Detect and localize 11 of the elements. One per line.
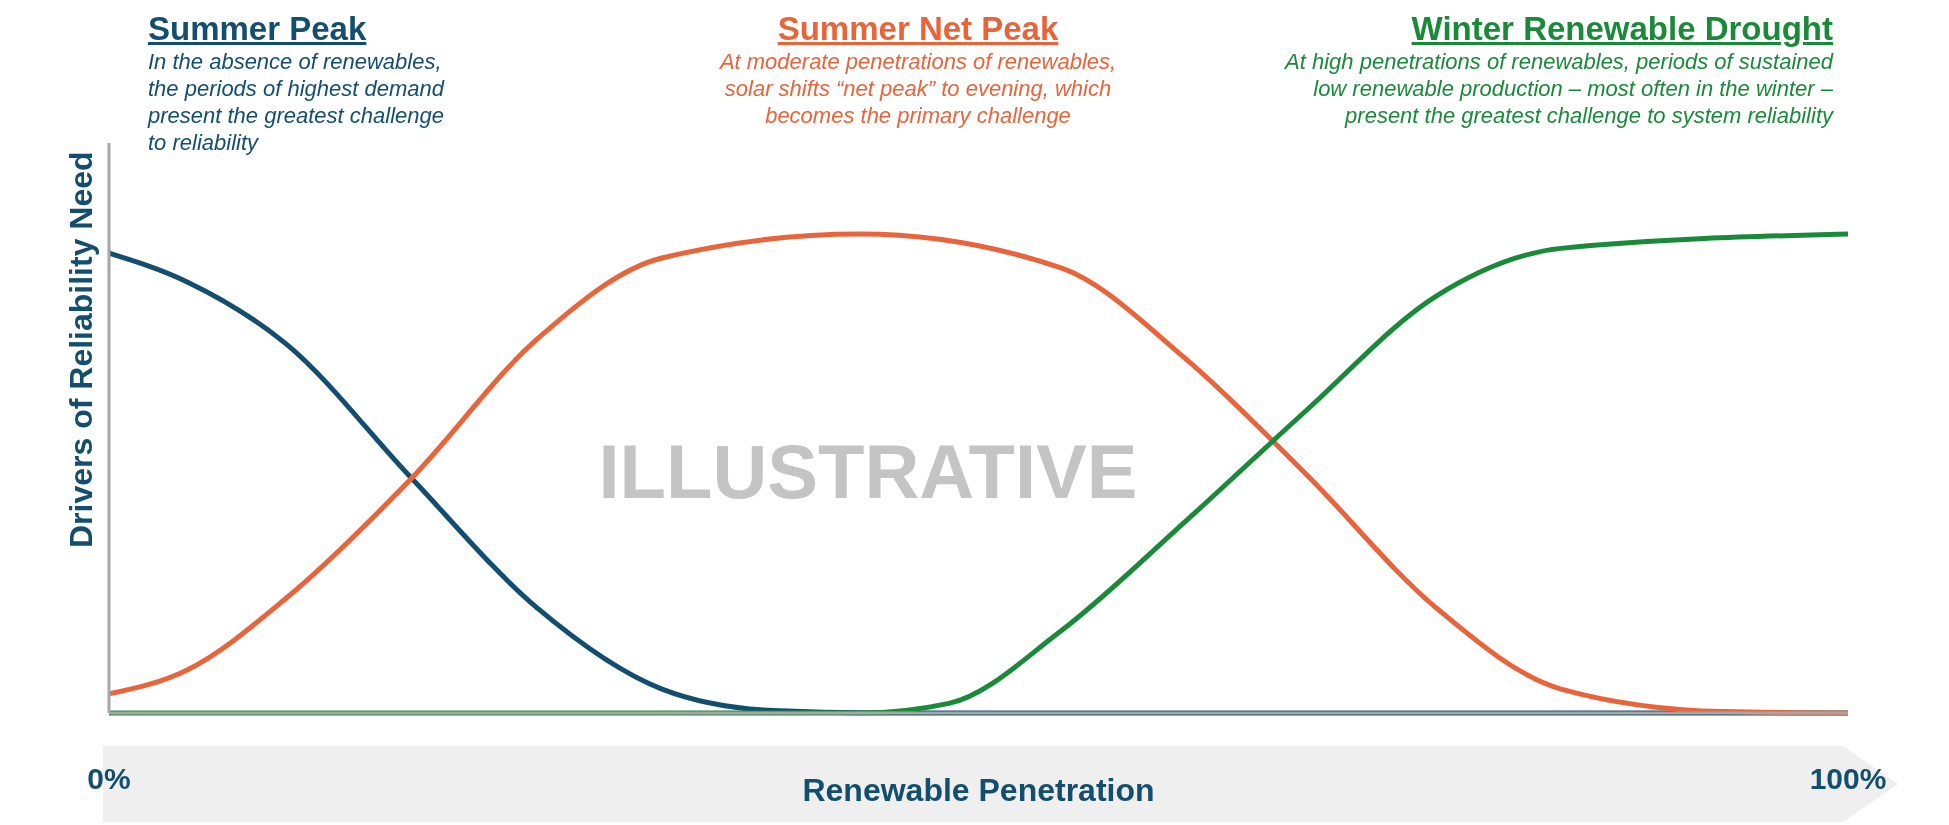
text: At high penetrations of renewables, periods of sustained low renewable production – most often in the winter – present the greatest challenge to system reliability [1283,48,1833,129]
x-tick-label: 0% [87,762,131,795]
text: Winter Renewable Drought [1411,10,1833,48]
x-tick-label: 100% [1809,762,1887,795]
text: Summer Net Peak [777,10,1059,48]
text: In the absence of renewables, the periods of highest demand present the greatest challenge to reliability [148,48,446,156]
text: Summer Peak [148,10,367,48]
annotation: ILLUSTRATIVE [597,428,1139,515]
text: At moderate penetrations of renewables, solar shifts “net peak” to evening, which becomes the primary challenge [718,48,1118,129]
y-axis-title: Drivers of Reliability Need [63,151,100,548]
x-axis-title: Renewable Penetration [802,772,1155,808]
